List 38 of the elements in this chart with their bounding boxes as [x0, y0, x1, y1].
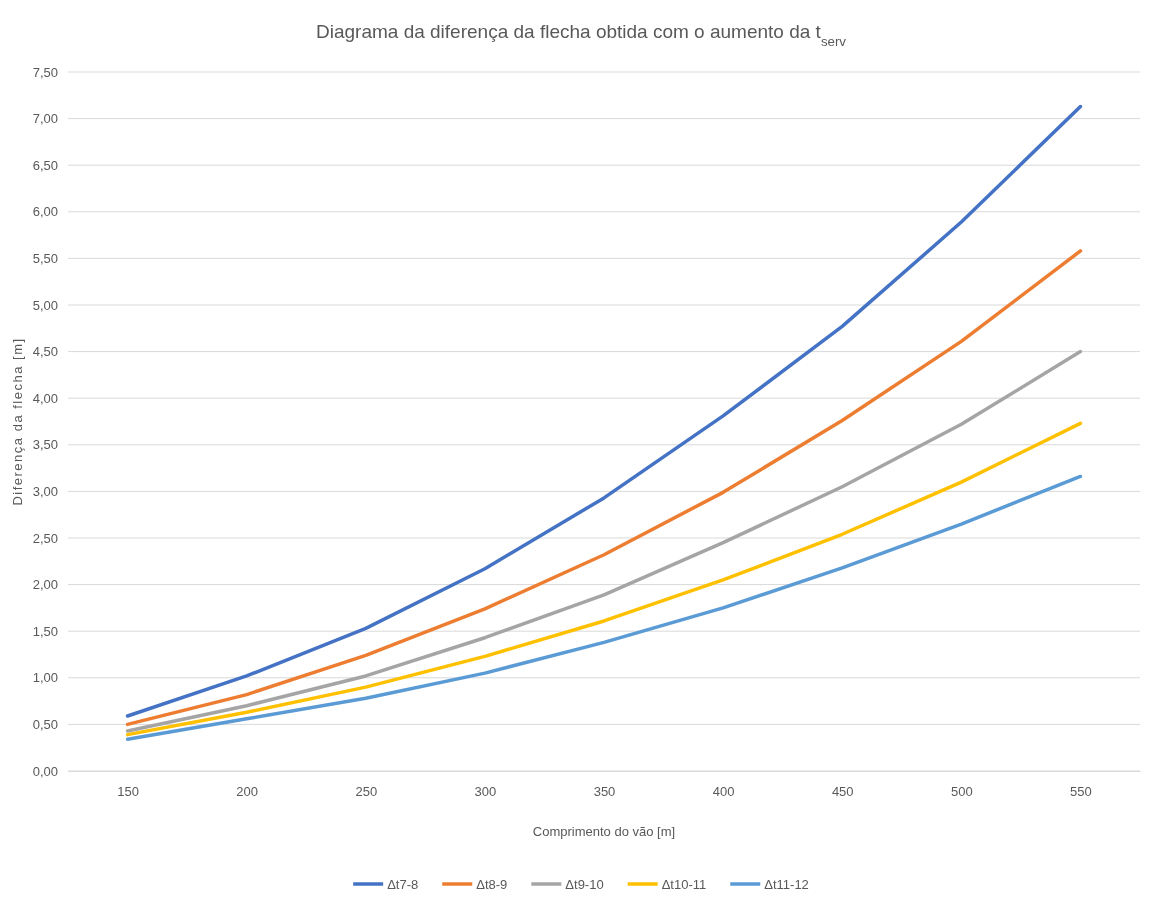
y-tick-label: 3,50 [32, 437, 58, 453]
y-tick-label: 5,50 [32, 251, 58, 267]
y-tick-label: 1,00 [32, 670, 58, 686]
y-tick-label: 7,00 [32, 111, 58, 127]
y-tick-label: 4,50 [32, 344, 58, 360]
chart-title: Diagrama da diferença da flecha obtida com o aumento da t$_{serv}$ [316, 21, 847, 49]
line-series [125, 421, 1083, 737]
y-tick-label: 6,00 [32, 204, 58, 220]
x-tick-label: 550 [1070, 784, 1092, 800]
line-series [125, 104, 1083, 718]
y-tick-label: 1,50 [32, 623, 58, 639]
y-axis-title: Diferença da flecha [m] [10, 337, 25, 506]
x-tick-label: 250 [355, 784, 378, 800]
x-tick-label: 300 [474, 784, 497, 800]
legend-label: Δt11-12 [764, 877, 809, 892]
line-series [125, 249, 1083, 727]
legend-label: Δt9-10 [565, 877, 604, 892]
y-tick-label: 0,50 [32, 717, 58, 733]
line-series [125, 349, 1083, 733]
line-series [125, 474, 1083, 742]
x-tick-label: 450 [831, 784, 854, 800]
y-tick-label: 2,50 [32, 530, 58, 546]
y-tick-label: 7,50 [32, 64, 58, 80]
x-axis-title: Comprimento do vão [m] [532, 824, 676, 839]
x-tick-label: 500 [950, 784, 973, 800]
legend-label: Δt8-9 [476, 877, 508, 892]
legend-label: Δt7-8 [387, 877, 419, 892]
y-tick-label: 0,00 [32, 763, 58, 779]
x-tick-label: 150 [117, 784, 139, 800]
legend-label: Δt10-11 [661, 877, 707, 892]
y-tick-label: 6,50 [32, 157, 58, 173]
y-tick-label: 4,00 [32, 390, 58, 406]
y-tick-label: 2,00 [32, 577, 58, 593]
y-tick-label: 5,00 [32, 297, 58, 313]
x-tick-label: 400 [712, 784, 735, 800]
y-tick-label: 3,00 [32, 484, 58, 500]
x-tick-label: 350 [593, 784, 616, 800]
x-tick-label: 200 [236, 784, 259, 800]
